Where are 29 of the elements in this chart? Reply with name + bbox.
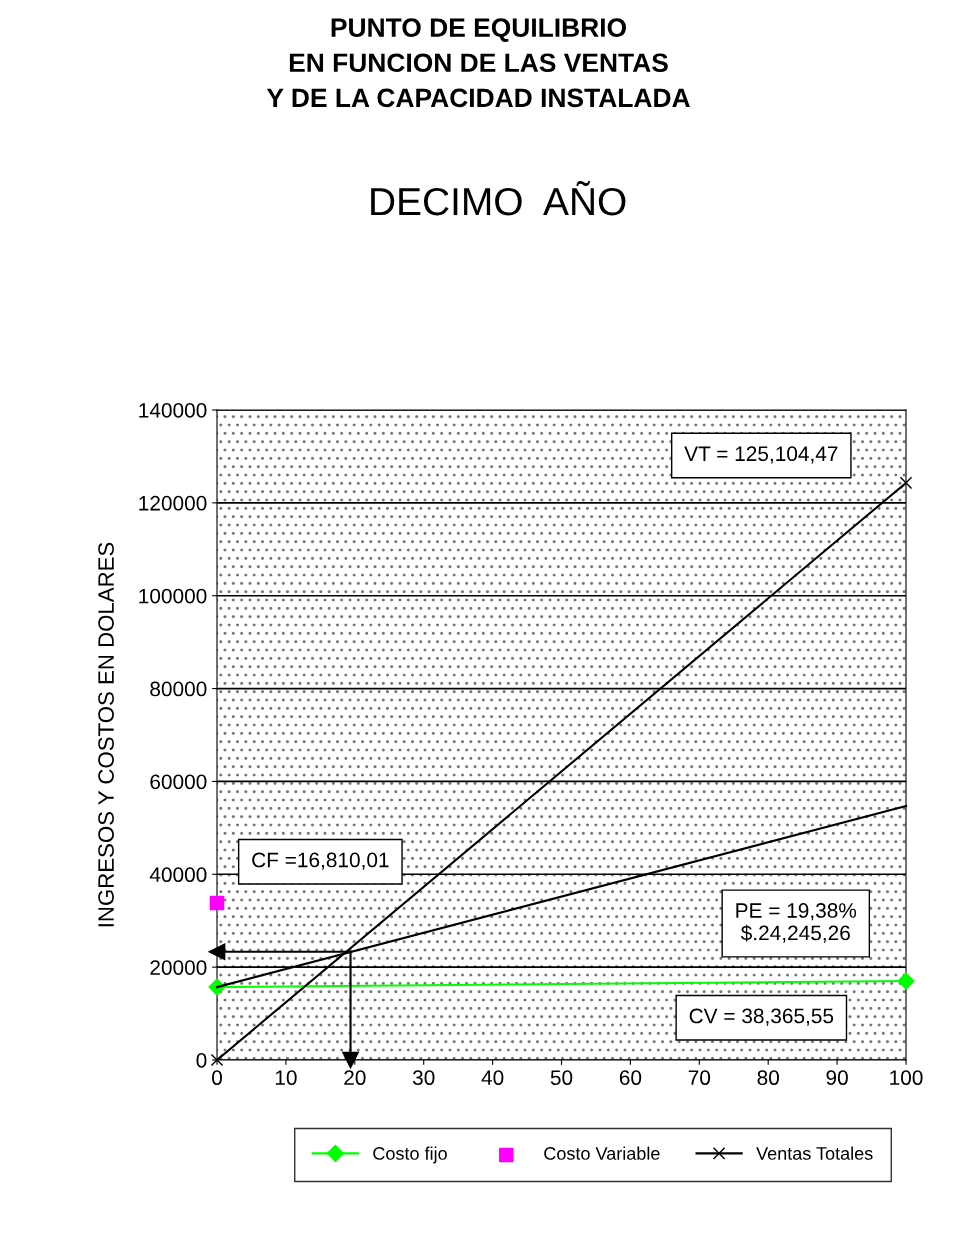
x-tick-label: 90	[826, 1070, 848, 1086]
x-tick-label: 100	[890, 1070, 923, 1086]
legend-label: Ventas Totales	[756, 1146, 873, 1160]
chart-title: PUNTO DE EQUILIBRIO EN FUNCION DE LAS VENTAS Y DE LA CAPACIDAD INSTALADA	[266, 18, 690, 108]
x-tick-label: 40	[481, 1070, 504, 1086]
annotation: PE = 19,38% $.24,245,26	[736, 903, 857, 943]
legend-label: Costo Variable	[544, 1146, 660, 1160]
x-tick-label: 70	[688, 1070, 711, 1086]
annotation: VT = 125,104,47	[684, 446, 838, 464]
x-tick-label: 50	[550, 1070, 573, 1086]
y-tick-label: 60000	[150, 774, 207, 790]
x-tick-label: 0	[212, 1070, 222, 1086]
x-tick-label: 80	[757, 1070, 779, 1086]
x-tick-label: 10	[275, 1070, 297, 1086]
y-tick-label: 20000	[150, 960, 207, 975]
y-tick-label: 0	[196, 1053, 207, 1068]
y-tick-label: 140000	[139, 403, 207, 418]
legend-label: Costo fijo	[373, 1146, 447, 1164]
annotation: CF =16,810,01	[252, 852, 389, 870]
annotation: CV = 38,365,55	[689, 1008, 834, 1026]
chart-subtitle: DECIMO AÑO	[371, 180, 626, 216]
x-tick-label: 30	[412, 1070, 435, 1086]
y-axis-title: INGRESOS Y COSTOS EN DOLARES	[98, 542, 114, 927]
y-tick-label: 120000	[139, 495, 207, 511]
y-tick-label: 80000	[150, 681, 207, 697]
y-tick-label: 40000	[149, 867, 207, 883]
x-tick-label: 60	[619, 1070, 642, 1086]
x-tick-label: 20	[344, 1070, 366, 1086]
y-tick-label: 100000	[139, 588, 207, 604]
